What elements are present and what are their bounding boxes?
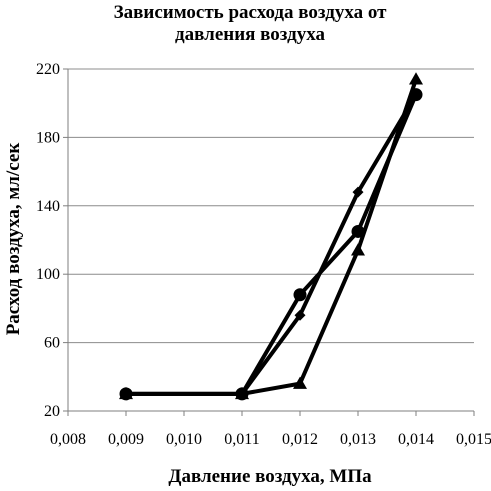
y-tick-label: 220: [36, 61, 60, 78]
chart-title-line-1: Зависимость расхода воздуха от: [113, 2, 387, 23]
x-tick-label: 0,009: [108, 431, 144, 448]
data-point-triangle: [119, 386, 133, 400]
data-point-triangle: [293, 376, 307, 389]
x-tick-label: 0,014: [398, 431, 434, 448]
data-point-triangle: [235, 386, 249, 400]
y-tick-label: 20: [44, 403, 60, 420]
y-tick-label: 180: [36, 129, 60, 146]
y-axis-label: Расход воздуха, мл/сек: [3, 142, 24, 336]
series-line-diamond: [124, 92, 418, 396]
data-point-triangle: [351, 243, 365, 256]
y-tick-label: 100: [36, 266, 60, 283]
data-point-diamond: [352, 186, 364, 198]
x-tick-label: 0,012: [282, 431, 318, 448]
y-tick-label: 60: [44, 335, 60, 352]
x-tick-label: 0,008: [50, 431, 86, 448]
chart-title-line-2: давления воздуха: [175, 24, 325, 45]
data-point-circle: [351, 224, 365, 238]
data-point-triangle: [409, 72, 423, 85]
x-tick-label: 0,010: [166, 431, 202, 448]
x-tick-label: 0,011: [224, 431, 259, 448]
x-tick-label: 0,015: [456, 431, 491, 448]
x-tick-label: 0,013: [340, 431, 376, 448]
data-point-circle: [293, 288, 307, 302]
x-axis-label: Давление воздуха, МПа: [168, 466, 372, 487]
data-point-diamond: [294, 309, 306, 321]
data-point-diamond: [410, 89, 422, 101]
series-line-circle: [124, 92, 418, 396]
y-tick-label: 140: [36, 198, 60, 215]
